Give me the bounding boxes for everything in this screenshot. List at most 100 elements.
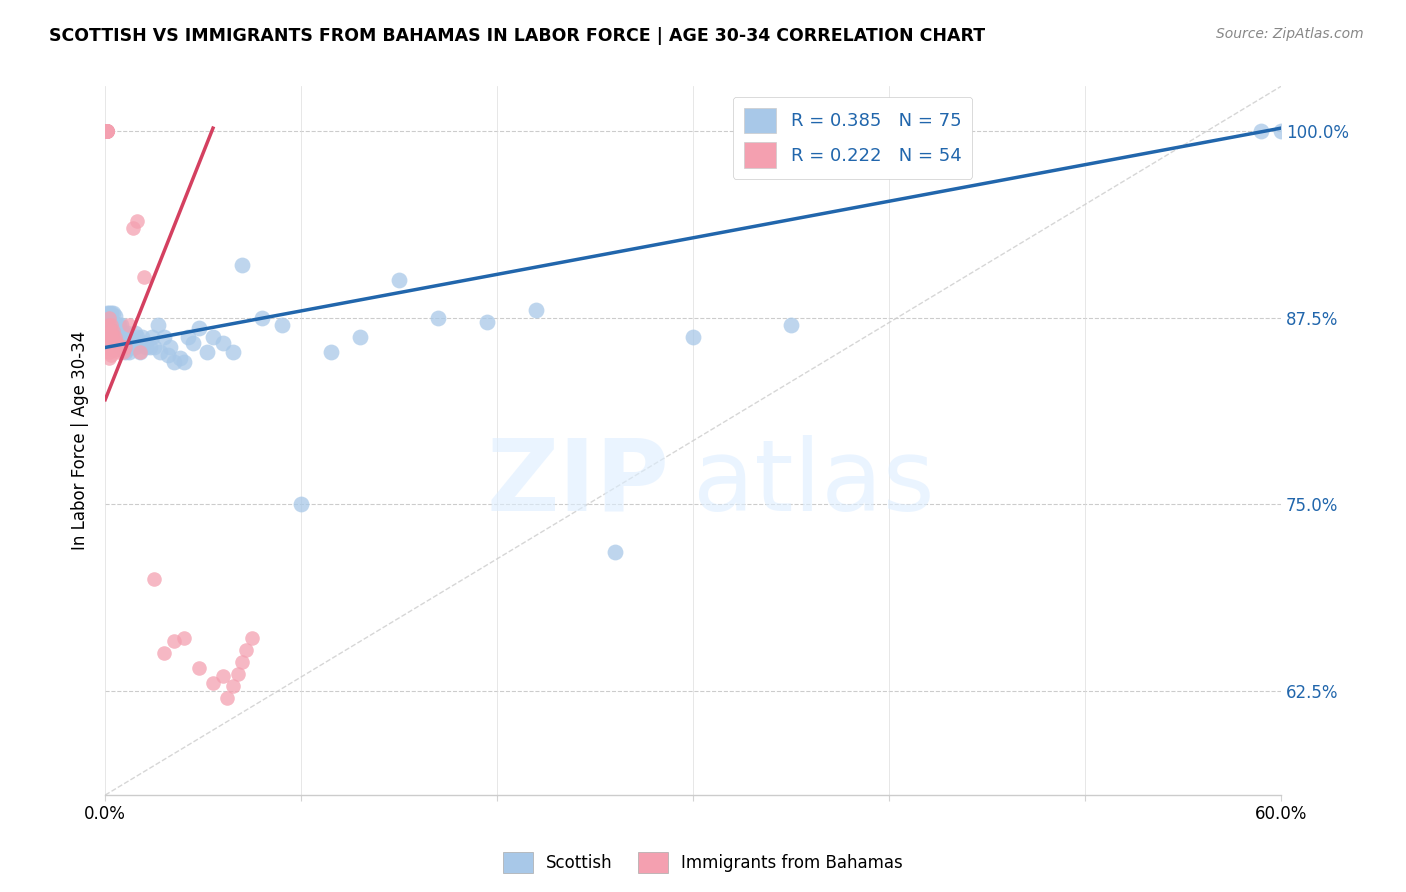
Point xyxy=(319,345,342,359)
Text: SCOTTISH VS IMMIGRANTS FROM BAHAMAS IN LABOR FORCE | AGE 30-34 CORRELATION CHART: SCOTTISH VS IMMIGRANTS FROM BAHAMAS IN L… xyxy=(49,27,986,45)
Point xyxy=(173,632,195,646)
Point xyxy=(100,321,122,335)
Legend: Scottish, Immigrants from Bahamas: Scottish, Immigrants from Bahamas xyxy=(496,846,910,880)
Point xyxy=(221,679,243,693)
Point xyxy=(682,330,704,344)
Point xyxy=(235,643,257,657)
Point xyxy=(135,341,157,355)
Point xyxy=(105,318,128,332)
Point xyxy=(96,124,118,138)
Point xyxy=(104,336,127,351)
Point xyxy=(108,339,131,353)
Point xyxy=(141,330,163,344)
Point xyxy=(129,345,152,359)
Point xyxy=(121,221,143,235)
Point xyxy=(98,306,121,320)
Point xyxy=(231,259,253,273)
Point xyxy=(105,336,128,351)
Point xyxy=(105,328,128,343)
Point xyxy=(96,124,118,138)
Point xyxy=(211,336,233,351)
Point xyxy=(388,273,411,287)
Point xyxy=(108,328,131,343)
Point xyxy=(124,341,146,355)
Point xyxy=(100,315,122,329)
Point xyxy=(100,348,122,362)
Point xyxy=(104,309,127,323)
Point xyxy=(603,545,626,559)
Point xyxy=(98,326,121,340)
Y-axis label: In Labor Force | Age 30-34: In Labor Force | Age 30-34 xyxy=(72,331,89,550)
Point xyxy=(349,330,371,344)
Point xyxy=(131,330,153,344)
Point xyxy=(169,351,191,365)
Point xyxy=(101,321,124,335)
Point xyxy=(100,336,122,351)
Point xyxy=(524,303,547,318)
Point xyxy=(100,342,122,356)
Point xyxy=(128,336,150,351)
Point xyxy=(104,333,127,347)
Point xyxy=(228,667,250,681)
Text: atlas: atlas xyxy=(693,434,935,532)
Point xyxy=(118,345,141,359)
Point xyxy=(96,318,118,332)
Point xyxy=(98,351,121,365)
Point xyxy=(96,124,118,138)
Point xyxy=(290,497,312,511)
Point xyxy=(1270,124,1292,138)
Point xyxy=(104,330,127,344)
Point xyxy=(270,318,292,332)
Point xyxy=(96,124,118,138)
Point xyxy=(215,691,238,706)
Point xyxy=(114,345,136,359)
Point xyxy=(183,336,205,351)
Point xyxy=(156,348,179,362)
Point xyxy=(105,342,128,356)
Point xyxy=(101,330,124,344)
Point xyxy=(108,345,131,359)
Point xyxy=(195,345,218,359)
Point xyxy=(114,333,136,347)
Point xyxy=(163,355,186,369)
Point xyxy=(98,333,121,347)
Point xyxy=(163,634,186,648)
Point xyxy=(211,669,233,683)
Point xyxy=(101,330,124,344)
Point xyxy=(101,336,124,351)
Point xyxy=(96,124,118,138)
Point xyxy=(159,341,181,355)
Point xyxy=(427,310,450,325)
Point xyxy=(110,330,132,344)
Point xyxy=(100,318,122,332)
Point xyxy=(176,330,198,344)
Point xyxy=(188,661,211,675)
Point xyxy=(125,213,148,227)
Point xyxy=(98,326,121,340)
Point xyxy=(115,326,138,340)
Point xyxy=(139,341,162,355)
Point xyxy=(96,124,118,138)
Point xyxy=(100,306,122,320)
Point xyxy=(110,341,132,355)
Point xyxy=(114,341,136,355)
Point xyxy=(201,330,224,344)
Point xyxy=(124,326,146,340)
Point xyxy=(104,318,127,332)
Point xyxy=(477,315,499,329)
Point xyxy=(240,632,263,646)
Point xyxy=(188,321,211,335)
Point xyxy=(121,333,143,347)
Point xyxy=(1250,124,1272,138)
Point xyxy=(100,324,122,338)
Point xyxy=(134,270,156,285)
Point xyxy=(173,355,195,369)
Point xyxy=(149,345,172,359)
Point xyxy=(96,124,118,138)
Point xyxy=(143,341,166,355)
Point xyxy=(105,336,128,351)
Point xyxy=(221,345,243,359)
Point xyxy=(111,326,134,340)
Point xyxy=(104,326,127,341)
Point xyxy=(104,342,127,356)
